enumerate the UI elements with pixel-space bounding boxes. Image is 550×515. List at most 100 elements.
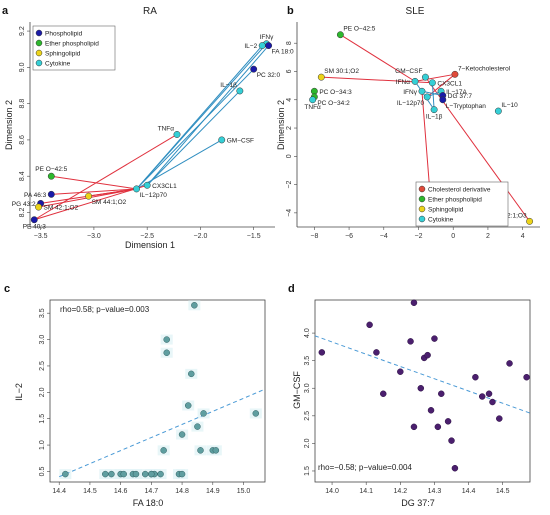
y-tick-label: 0.5 [39,466,46,476]
scatter-point [424,351,431,359]
edge-il-1-cx3cl1 [146,90,241,186]
x-tick-label: −2 [415,233,423,240]
scatter-point [318,349,326,356]
point-label-il-2: IL−2 [244,43,257,50]
edge-il-12p70-sm-44-1-o2 [88,188,137,197]
point-label-sm-42-1-o2: SM 42:1;O2 [44,205,79,212]
point-label-il-17a: IL−17A [446,89,467,96]
point-label-pa-46-3: PA 46:3 [24,192,47,199]
x-tick-label: 14.9 [206,488,220,495]
scatter-point [380,390,387,398]
panel-a-letter: a [2,5,9,17]
y-tick-label: 3.5 [304,356,311,366]
legend-frame [415,181,509,227]
scatter-point [184,402,192,409]
panel-b: b SLE Dimension 2 −8 −6 −4 −2 0 2 4 −4 −2 0 2 4 6 8 PE… [276,5,540,240]
y-tick-label: 8.4 [19,171,26,181]
x-tick-label: 14.5 [83,488,97,495]
edge-tnf-pe-40-3 [34,134,178,221]
point-gm-csf [218,136,226,144]
scatter-point [410,299,418,307]
y-tick-label: 8.6 [19,135,26,145]
point-pe-o-42-5 [336,31,344,39]
point-fa-18-0 [265,42,273,50]
scatter-point [448,437,455,444]
y-tick-label: 1.0 [39,440,46,450]
scatter-point [163,336,170,343]
x-tick-label: −8 [310,233,318,240]
panel-a: a RA Dimension 1 Dimension 2 −3.5 −3.0 −2.… [2,5,294,250]
scatter-point [496,415,503,422]
legend-swatch-cholesterol-derivative [418,185,426,193]
point-label-ifn: IFNα [396,79,410,86]
legend-label-phospholipid: Phospholipid [45,30,83,37]
panel-d-frame [314,299,531,483]
scatter-point [397,368,404,375]
legend-swatch-sphingolipid [418,205,426,213]
x-tick-label: −4 [380,233,388,240]
legend-label-ether-phospholipid: Ether phospholipid [45,40,99,47]
point-label-pe-40-3: PE 40:3 [23,224,47,231]
point-il-1 [430,106,438,114]
point-label-pc-o-34-2: PC O−34:2 [317,100,350,107]
panel-d-xlabel: DG 37:7 [401,498,435,508]
scatter-point [444,418,452,425]
trend-line [59,388,266,478]
point-tnf [309,96,317,104]
panel-a-ylabel: Dimension 2 [4,100,14,150]
x-tick-label: 14.4 [52,488,66,495]
scatter-point [427,407,435,414]
point-cx3cl1 [428,79,436,87]
point-label-tnf: TNFα [158,125,175,132]
legend-label-cytokine: Cytokine [45,60,71,67]
point-pe-o-42-5 [47,172,55,180]
legend-swatch-ether-phospholipid [35,39,43,47]
y-tick-label: 2.5 [39,361,46,371]
panel-d-letter: d [288,283,295,295]
point-pe-40-3 [30,216,38,224]
point-label-cx3cl1: CX3CL1 [152,183,177,190]
panel-b-letter: b [287,5,294,17]
panel-c-letter: c [4,283,10,295]
point-label-fa-18-0: FA 18:0 [272,49,294,56]
legend-frame [32,25,116,71]
y-tick-label: 9.0 [19,62,26,72]
panel-a-xlabel: Dimension 1 [125,240,175,250]
scatter-point [373,349,380,356]
x-tick-label: −6 [345,233,353,240]
scatter-point [141,470,149,478]
x-tick-label: 14.4 [462,488,476,495]
x-tick-label: 14.7 [145,488,159,495]
x-tick-label: 14.3 [428,488,442,495]
point-ifn [411,77,419,85]
point-label-il-1: IL−1β [220,82,237,89]
point-gm-csf [421,73,429,81]
point-label-pe-o-42-5: PE O−42:5 [343,26,375,33]
point-shexcer-42-1-o3 [526,217,534,225]
x-tick-label: 14.2 [394,488,408,495]
scatter-point [472,373,479,381]
y-tick-label: 0 [286,154,293,158]
point-pa-46-3 [47,190,55,198]
point-tnf [173,131,181,138]
y-tick-label: 4 [286,98,293,102]
scatter-point [407,338,414,345]
point-pc-32-0 [250,65,258,73]
point-label-sm-44-1-o2: SM 44:1;O2 [92,199,127,206]
y-tick-label: 8 [286,41,293,45]
y-tick-label: 8.8 [19,99,26,109]
point-label-tnf: TNFα [304,104,321,111]
panel-b-title: SLE [406,6,425,17]
legend-swatch-cytokine [418,215,426,223]
point-label-l-tryptophan: L−Tryptophan [446,103,486,110]
x-tick-label: 15.0 [237,488,251,495]
edge-ifn-dg-37-7 [421,90,443,97]
point-label-7-ketocholesterol: 7−Ketocholesterol [458,65,511,72]
x-tick-label: 14.1 [359,488,373,495]
point-label-il-12p70: IL−12p70 [140,192,168,199]
scatter-point [252,410,260,417]
panel-c-frame [49,299,266,483]
scatter-point [366,321,373,329]
scatter-point [191,302,198,309]
scatter-point [506,360,513,367]
